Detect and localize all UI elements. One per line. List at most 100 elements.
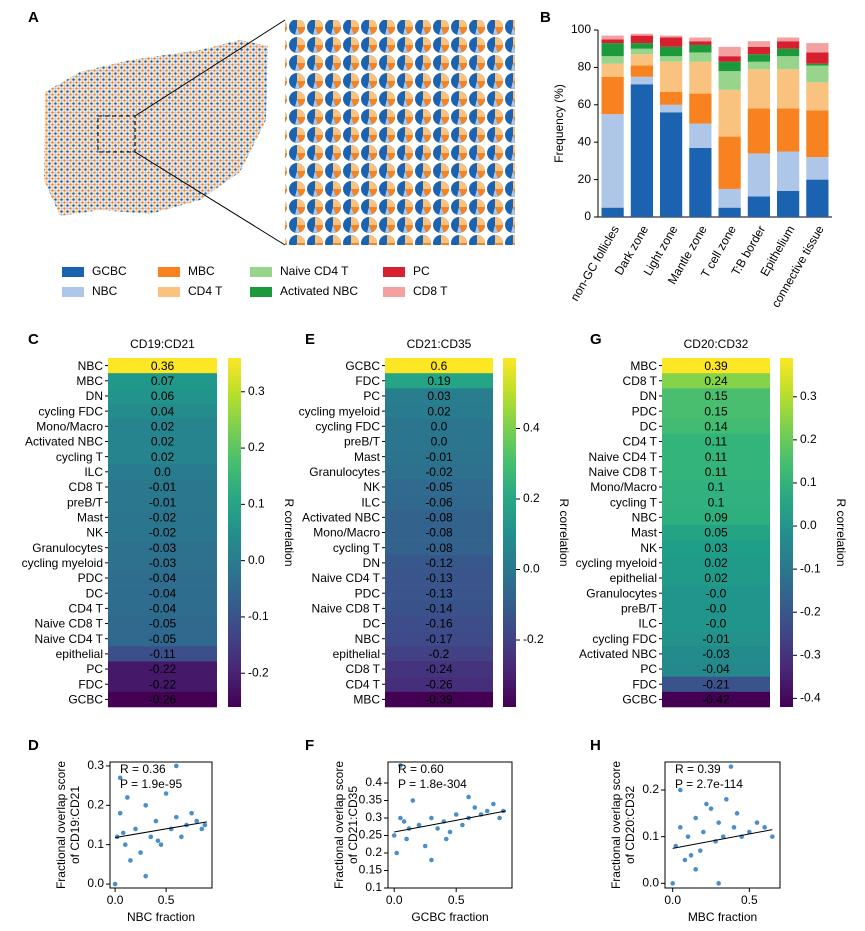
panel-letter: G bbox=[590, 331, 602, 348]
heatmap-cell bbox=[662, 479, 770, 495]
bar-segment bbox=[630, 65, 653, 77]
heatmap-title: CD20:CD32 bbox=[684, 337, 749, 351]
cell-label: -0.04 bbox=[149, 586, 177, 600]
cell-label: 0.03 bbox=[427, 389, 451, 403]
y-axis-label: Fractional overlap score bbox=[609, 761, 623, 889]
row-label: NK bbox=[86, 526, 103, 540]
bar-segment bbox=[747, 54, 770, 62]
cell-label: -0.22 bbox=[149, 677, 177, 691]
cell-label: -0.14 bbox=[425, 602, 453, 616]
y-axis-label: Fractional overlap score bbox=[54, 761, 68, 889]
bar-segment bbox=[601, 76, 624, 115]
heatmap-cell bbox=[108, 403, 217, 419]
legend-swatch bbox=[158, 287, 180, 297]
cell-label: -0.06 bbox=[425, 495, 453, 509]
bar-segment bbox=[747, 196, 770, 217]
heatmap-title: CD19:CD21 bbox=[130, 337, 195, 351]
heatmap-cell bbox=[108, 540, 217, 556]
colorbar-tick-label: 0.2 bbox=[800, 432, 817, 446]
row-label: preB/T bbox=[344, 435, 381, 449]
heatmap-cell bbox=[662, 494, 770, 511]
heatmap-cell bbox=[385, 600, 493, 617]
legend-label: Activated NBC bbox=[280, 284, 358, 298]
heatmap-cell bbox=[385, 479, 493, 495]
zoom-image bbox=[285, 20, 515, 245]
heatmap-cell bbox=[662, 570, 770, 586]
point bbox=[472, 805, 478, 810]
heatmap-cell bbox=[662, 615, 770, 632]
row-label: DN bbox=[363, 556, 380, 570]
row-label: Granulocytes bbox=[586, 586, 657, 600]
colorbar-tick-label: 0.2 bbox=[248, 440, 265, 454]
bar-segment bbox=[747, 69, 770, 109]
row-label: ILC bbox=[84, 465, 103, 479]
colorbar-tick-label: 0.3 bbox=[248, 384, 265, 398]
point bbox=[429, 857, 434, 863]
cell-label: -0.04 bbox=[149, 571, 177, 585]
row-label: GCBC bbox=[68, 693, 103, 707]
cell-label: 0.02 bbox=[151, 419, 175, 433]
cell-label: -0.05 bbox=[149, 632, 177, 646]
row-label: NBC bbox=[355, 632, 381, 646]
heatmap-cell bbox=[108, 433, 217, 450]
cell-label: 0.04 bbox=[151, 404, 175, 418]
point bbox=[724, 797, 729, 802]
point bbox=[155, 838, 161, 844]
bar-segment bbox=[777, 190, 800, 217]
bar-segment bbox=[718, 71, 741, 90]
cell-label: 0.02 bbox=[151, 435, 175, 449]
zoom-box bbox=[97, 115, 136, 153]
point bbox=[202, 822, 208, 828]
heatmap-cell bbox=[662, 661, 770, 677]
cell-label: -0.24 bbox=[425, 662, 453, 676]
heatmap-cell bbox=[385, 615, 493, 632]
point bbox=[422, 843, 428, 849]
cell-label: 0.14 bbox=[704, 419, 728, 433]
heatmap-cell bbox=[385, 464, 493, 480]
cell-label: -0.01 bbox=[425, 450, 453, 464]
heatmap-cell bbox=[108, 600, 217, 617]
point bbox=[720, 834, 726, 839]
point bbox=[394, 850, 399, 856]
legend-swatch bbox=[62, 287, 84, 297]
row-label: FDC bbox=[355, 374, 380, 388]
plot-frame bbox=[109, 761, 213, 889]
heatmap-cell bbox=[662, 358, 770, 374]
cell-label: -0.01 bbox=[702, 632, 730, 646]
bar-segment bbox=[689, 41, 712, 45]
cell-label: -0.21 bbox=[702, 677, 730, 691]
legend-swatch bbox=[158, 267, 180, 277]
heatmap-cell bbox=[108, 449, 217, 465]
bar-segment bbox=[630, 84, 653, 217]
y-tick-label: 20 bbox=[578, 172, 592, 186]
row-label: Naive CD4 T bbox=[312, 571, 381, 585]
fit-line bbox=[394, 810, 506, 833]
row-label: NK bbox=[363, 480, 380, 494]
row-label: Naive CD8 T bbox=[35, 617, 104, 631]
point bbox=[435, 826, 440, 831]
point bbox=[708, 806, 714, 811]
cell-label: 0.36 bbox=[151, 359, 175, 373]
cell-label: 0.15 bbox=[704, 404, 728, 418]
cell-label: 0.15 bbox=[704, 389, 728, 403]
row-label: Naive CD4 T bbox=[35, 632, 104, 646]
colorbar-tick-label: -0.1 bbox=[248, 609, 269, 623]
bar-segment bbox=[689, 52, 712, 62]
colorbar-tick-label: 0.1 bbox=[800, 475, 817, 489]
bar-segment bbox=[806, 65, 829, 83]
bar-segment bbox=[777, 56, 800, 70]
point bbox=[125, 795, 130, 800]
bar-segment bbox=[718, 56, 741, 62]
cell-label: -0.26 bbox=[425, 677, 453, 691]
row-label: Activated NBC bbox=[579, 647, 657, 661]
y-axis-label: Fractional overlap score bbox=[332, 761, 346, 889]
bar-segment bbox=[601, 39, 624, 44]
bar-segment bbox=[747, 61, 770, 70]
heatmap-cell bbox=[108, 676, 217, 693]
legend-label: MBC bbox=[188, 264, 215, 278]
x-tick-label: 0.0 bbox=[107, 893, 124, 907]
colorbar bbox=[228, 358, 241, 707]
point bbox=[693, 867, 698, 872]
bar-segment bbox=[718, 46, 741, 57]
